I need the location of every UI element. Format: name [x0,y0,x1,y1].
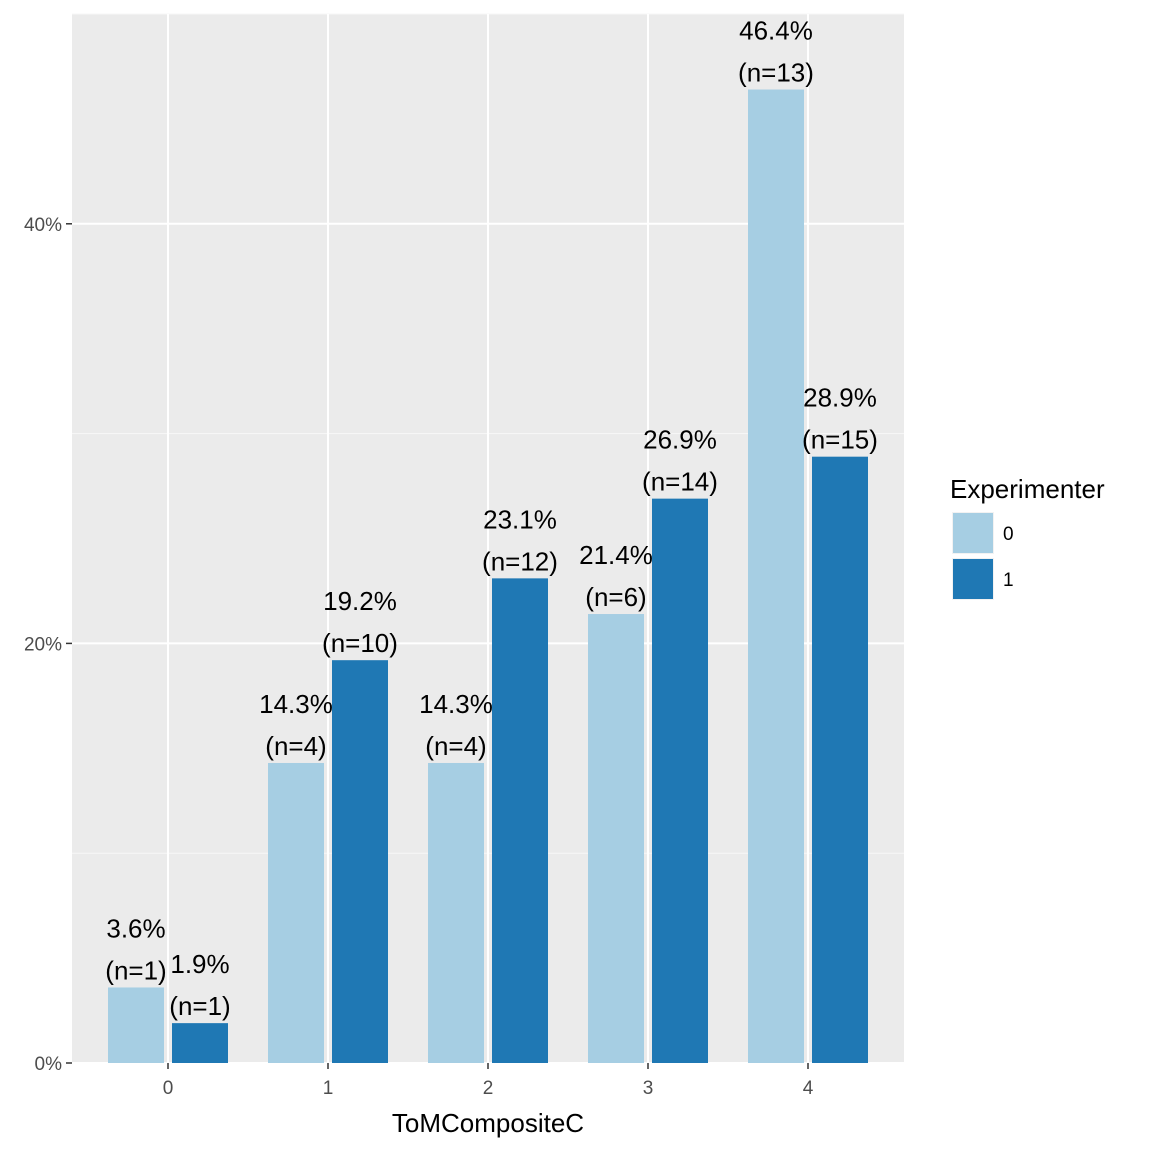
bar-label-percent: 19.2% [323,586,397,616]
bar-label-percent: 26.9% [643,425,717,455]
legend-title: Experimenter [950,474,1105,504]
bars [108,89,868,1064]
bar[interactable] [492,578,548,1063]
bar-label-count: (n=10) [322,628,398,658]
legend-key-label: 0 [1003,524,1014,545]
bar-label-count: (n=12) [482,546,558,576]
bar-label-count: (n=1) [105,955,166,985]
legend-key-label: 1 [1003,570,1014,591]
y-axis: 0% 20% 40% [24,215,72,1075]
legend-key-swatch[interactable] [953,559,993,599]
bar[interactable] [332,660,388,1063]
bar[interactable] [652,498,708,1063]
bar-label-percent: 28.9% [803,383,877,413]
bar[interactable] [588,614,644,1063]
legend-key-swatch[interactable] [953,513,993,553]
bar-label-count: (n=6) [585,582,646,612]
bar-label-count: (n=15) [802,425,878,455]
x-tick-label: 3 [643,1078,654,1099]
bar-label-count: (n=13) [738,58,814,88]
bar[interactable] [428,762,484,1063]
y-tick-label: 0% [35,1054,63,1075]
y-tick-label: 40% [24,215,62,236]
bar-label-percent: 21.4% [579,540,653,570]
bar-label-percent: 14.3% [259,689,333,719]
x-tick-label: 0 [163,1078,174,1099]
grid-major [72,14,904,1064]
bar-label-count: (n=4) [425,731,486,761]
bar-label-percent: 23.1% [483,504,557,534]
bar-label-percent: 1.9% [170,949,229,979]
bar-label-percent: 3.6% [106,913,165,943]
bar-label-count: (n=14) [642,467,718,497]
bar[interactable] [812,456,868,1064]
bar-label-percent: 14.3% [419,689,493,719]
bar[interactable] [748,89,804,1063]
y-tick-label: 20% [24,634,62,655]
x-tick-label: 4 [803,1078,814,1099]
bar-labels: 3.6% (n=1) 14.3% (n=4) 14.3% (n=4) 21.4% (n=6) 4… [105,16,878,1022]
bar[interactable] [108,987,164,1063]
bar-label-count: (n=1) [169,991,230,1021]
x-axis-title: ToMCompositeC [392,1108,584,1138]
bar[interactable] [172,1023,228,1063]
bar-label-count: (n=4) [265,731,326,761]
x-tick-label: 2 [483,1078,494,1099]
x-axis: 0 1 2 3 4 [163,1063,814,1099]
bar-label-percent: 46.4% [739,16,813,46]
legend[interactable]: Experimenter 0 1 [950,474,1105,600]
bar[interactable] [268,762,324,1063]
x-tick-label: 1 [323,1078,334,1099]
